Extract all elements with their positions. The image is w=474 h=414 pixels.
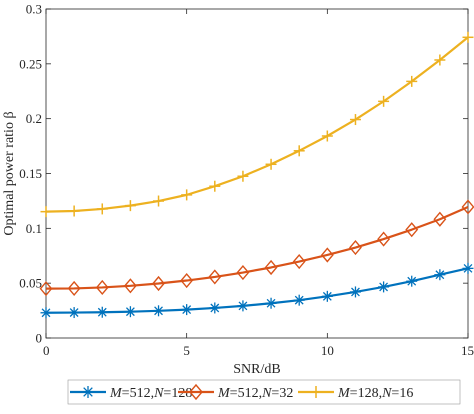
series-3 [40,31,474,218]
data-point [153,195,165,207]
y-tick-label: 0.1 [26,221,42,236]
data-point [293,145,305,157]
data-point [123,278,137,294]
data-point [349,286,361,298]
plot-frame [45,8,469,339]
data-point [208,269,222,285]
data-point [181,189,193,201]
series-1 [40,262,474,319]
series-layer [39,31,474,319]
data-point [96,203,108,215]
data-point [349,114,361,126]
data-point [124,306,136,318]
data-point [378,95,390,107]
data-point [462,262,474,274]
legend: M=512,N=128 M=512,N=32 M=128,N=16 [67,379,461,405]
data-point [405,222,419,238]
data-point [180,272,194,289]
data-point [236,264,250,281]
legend-label: M=512,N=128 [109,386,192,401]
y-tick-label: 0.05 [19,276,42,291]
data-point [462,31,474,43]
data-point [40,206,52,218]
legend-marker [189,383,203,401]
data-point [406,75,418,87]
data-point [209,302,221,314]
data-point [265,158,277,170]
y-tick-label: 0.15 [19,166,42,181]
y-tick-label: 0 [36,331,43,346]
y-tick-label: 0.25 [19,56,42,71]
series-line [45,267,469,314]
series-line [45,36,469,213]
legend-marker [82,386,94,398]
data-point [292,253,306,270]
data-point [434,54,446,66]
data-point [96,306,108,318]
series-line [45,205,469,290]
data-point [68,307,80,319]
legend-box [67,379,461,405]
y-tick-label: 0.3 [26,2,42,17]
data-point [320,247,334,263]
data-point [434,269,446,281]
data-point [378,281,390,293]
x-axis-title: SNR/dB [233,362,280,377]
data-point [349,239,362,256]
data-point [321,290,333,302]
y-axis-title: Optimal power ratio β [2,111,17,235]
data-point [68,205,80,217]
data-point [461,199,474,215]
data-point [264,259,278,276]
legend-entry-3: M=128,N=16 [298,386,413,401]
data-point [237,170,249,182]
x-tick-label: 5 [183,343,190,358]
data-point [209,180,221,192]
data-point [293,294,305,306]
legend-entry-2: M=512,N=32 [178,383,293,401]
data-point [406,275,418,287]
legend-label: M=128,N=16 [337,386,413,401]
data-point [237,300,249,312]
data-point [377,231,391,247]
data-point [95,279,109,296]
axes: 0 5 10 15 0 0.05 0.1 0.15 0.2 0.25 0.3 SNR/dB Optima… [2,2,474,378]
y-tick-label: 0.2 [26,111,42,126]
data-point [433,211,447,227]
data-point [181,304,193,316]
data-point [153,305,165,317]
data-point [67,280,81,297]
x-tick-label: 10 [321,343,334,358]
data-point [321,130,333,142]
data-point [265,297,277,309]
legend-label: M=512,N=32 [217,386,293,401]
x-tick-label: 15 [461,343,474,358]
data-point [40,307,52,319]
data-point [39,281,53,297]
data-point [124,200,136,212]
x-tick-label: 0 [43,343,50,358]
legend-entry-1: M=512,N=128 [70,386,192,401]
legend-marker [310,386,322,398]
series-2 [39,199,474,297]
data-point [152,275,165,292]
